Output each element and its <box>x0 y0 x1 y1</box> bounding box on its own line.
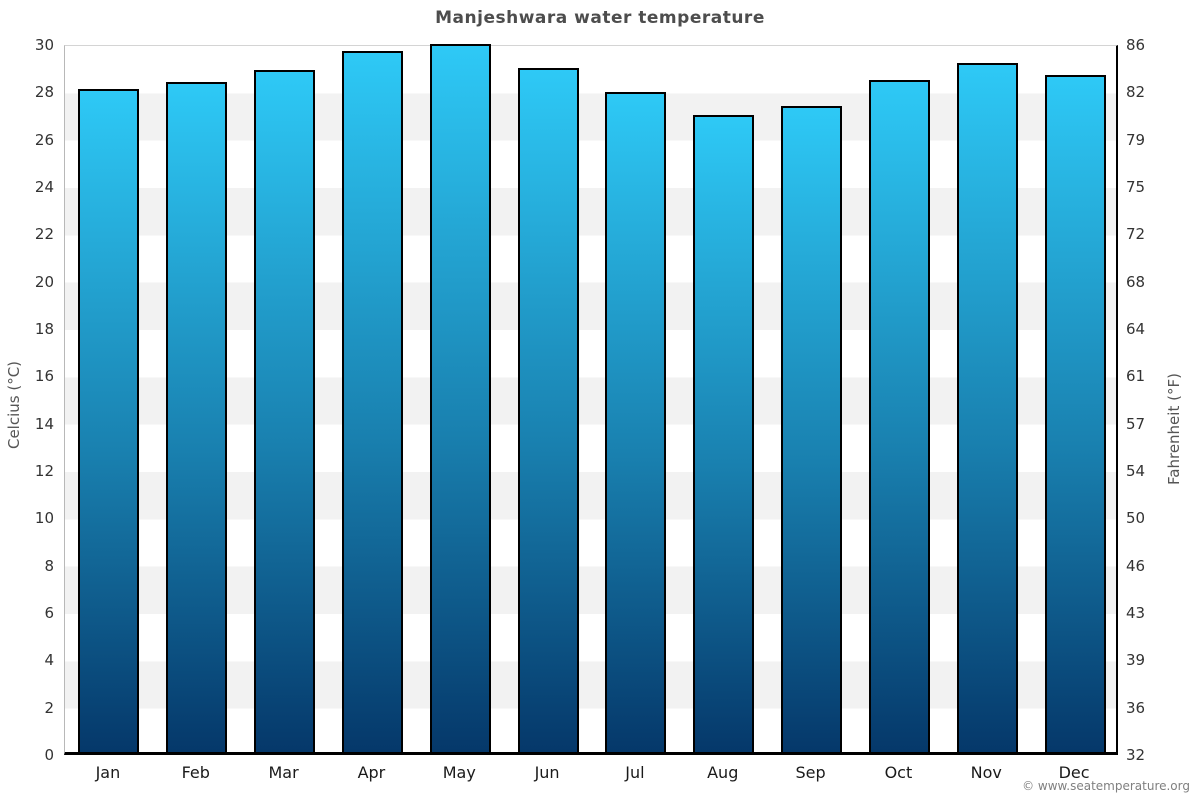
chart-title: Manjeshwara water temperature <box>435 8 765 28</box>
celsius-tick-16: 16 <box>34 367 54 386</box>
plot-area <box>64 44 1118 755</box>
fahrenheit-tick-32: 32 <box>1126 746 1146 764</box>
bar-jun <box>517 68 579 752</box>
bar-nov <box>956 63 1018 752</box>
celsius-tick-2: 2 <box>44 698 54 717</box>
bar-feb <box>166 82 228 752</box>
month-label-sep: Sep <box>795 763 826 782</box>
celsius-tick-28: 28 <box>34 83 54 102</box>
celsius-tick-14: 14 <box>34 414 54 433</box>
fahrenheit-tick-79: 79 <box>1126 130 1146 149</box>
celsius-tick-6: 6 <box>44 604 54 622</box>
celsius-tick-12: 12 <box>34 462 54 480</box>
celsius-tick-26: 26 <box>34 130 54 149</box>
celsius-tick-20: 20 <box>34 272 54 291</box>
bar-aug <box>693 115 755 752</box>
month-label-aug: Aug <box>707 763 739 782</box>
fahrenheit-tick-43: 43 <box>1126 604 1146 622</box>
bar-may <box>429 44 491 752</box>
bar-dec <box>1044 75 1106 752</box>
bar-apr <box>341 51 403 752</box>
copyright-attribution: © www.seatemperature.org <box>1022 779 1190 793</box>
fahrenheit-tick-36: 36 <box>1126 698 1146 717</box>
celsius-tick-0: 0 <box>44 746 54 764</box>
month-label-mar: Mar <box>268 763 299 782</box>
bar-oct <box>868 79 930 752</box>
fahrenheit-tick-46: 46 <box>1126 556 1146 575</box>
fahrenheit-axis-title: Fahrenheit (°F) <box>1165 373 1183 485</box>
fahrenheit-tick-57: 57 <box>1126 414 1146 433</box>
celsius-tick-10: 10 <box>34 509 54 528</box>
celsius-tick-30: 30 <box>34 36 54 54</box>
bar-jan <box>78 89 140 752</box>
month-label-jun: Jun <box>534 763 560 782</box>
celsius-tick-24: 24 <box>34 178 54 196</box>
fahrenheit-tick-54: 54 <box>1126 462 1146 480</box>
fahrenheit-tick-86: 86 <box>1126 36 1146 54</box>
month-label-nov: Nov <box>970 763 1002 782</box>
celsius-tick-4: 4 <box>44 651 54 670</box>
celsius-axis-title: Celcius (°C) <box>5 360 23 450</box>
month-label-apr: Apr <box>357 763 386 782</box>
month-label-jul: Jul <box>625 763 645 782</box>
fahrenheit-tick-61: 61 <box>1126 367 1146 386</box>
month-label-may: May <box>442 763 476 782</box>
month-label-feb: Feb <box>181 763 210 782</box>
celsius-tick-22: 22 <box>34 225 54 244</box>
fahrenheit-tick-64: 64 <box>1126 320 1146 338</box>
celsius-tick-8: 8 <box>44 556 54 575</box>
celsius-tick-18: 18 <box>34 320 54 338</box>
fahrenheit-tick-72: 72 <box>1126 225 1146 244</box>
fahrenheit-tick-82: 82 <box>1126 83 1146 102</box>
bar-jul <box>605 91 667 752</box>
fahrenheit-tick-50: 50 <box>1126 509 1146 528</box>
bar-mar <box>254 70 316 752</box>
month-label-jan: Jan <box>95 763 121 782</box>
fahrenheit-tick-68: 68 <box>1126 272 1146 291</box>
bar-sep <box>781 105 843 752</box>
fahrenheit-tick-39: 39 <box>1126 651 1146 670</box>
fahrenheit-tick-75: 75 <box>1126 178 1146 196</box>
month-label-oct: Oct <box>884 763 913 782</box>
month-label-dec: Dec <box>1058 763 1090 782</box>
